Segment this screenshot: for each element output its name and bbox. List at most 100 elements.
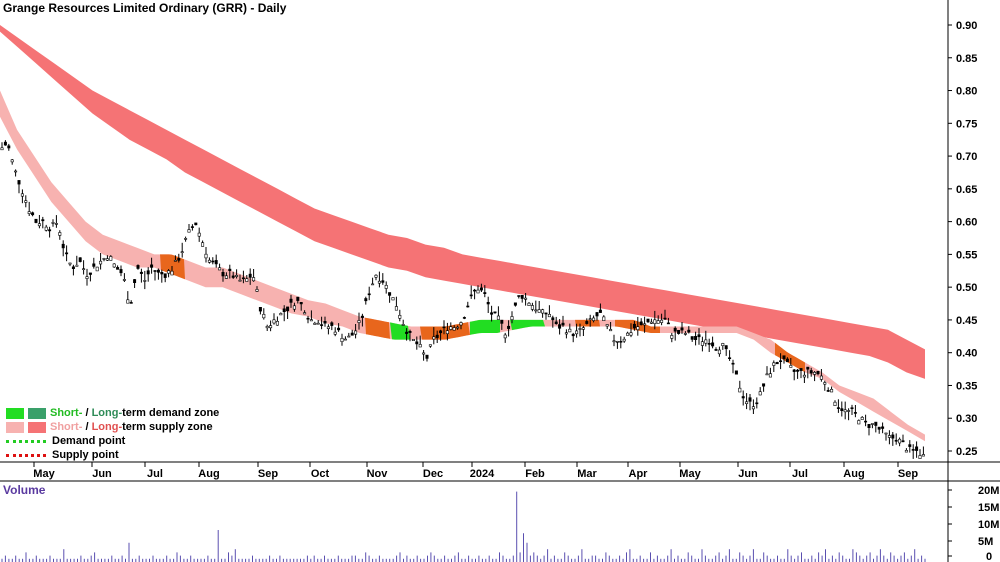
price-bar-body <box>554 321 558 324</box>
price-bar-152 <box>517 295 521 299</box>
price-axis: 0.90 0.85 0.80 0.75 0.70 0.65 0.60 0.55 0.50 0.45… <box>948 20 977 458</box>
price-tick-label: 0.40 <box>956 348 977 360</box>
price-bar-body <box>670 335 674 339</box>
price-bar-120 <box>408 329 412 342</box>
price-bar-body <box>792 369 796 372</box>
price-bar-body <box>316 322 320 325</box>
price-bar-body <box>690 336 694 340</box>
month-label: Aug <box>843 468 864 480</box>
time-axis: May Jun Jul Aug Sep Oct Nov Dec 2024 Feb Mar Apr May… <box>33 462 918 480</box>
price-bar-body <box>428 344 432 347</box>
price-bar-body <box>513 302 517 306</box>
price-bar-165 <box>561 315 565 327</box>
price-bar-body <box>381 280 385 283</box>
price-bar-19 <box>65 245 69 262</box>
price-bar-body <box>133 279 137 284</box>
price-bar-56 <box>190 224 194 231</box>
price-bar-157 <box>534 300 538 314</box>
price-bar-240 <box>816 370 820 376</box>
price-bar-body <box>177 258 181 261</box>
price-bar-123 <box>418 335 422 348</box>
price-bar-186 <box>632 320 636 331</box>
price-bar-body <box>602 316 606 321</box>
price-bar-body <box>309 319 313 322</box>
price-bar-25 <box>85 268 89 286</box>
price-bar-61 <box>207 257 211 264</box>
price-bar-49 <box>167 269 171 278</box>
price-bar-175 <box>595 312 599 321</box>
price-bar-29 <box>99 253 103 270</box>
price-bar-146 <box>496 306 500 320</box>
legend-demand-long: Long- <box>91 407 123 419</box>
price-bar-body <box>772 362 776 366</box>
price-bar-body <box>724 345 728 350</box>
price-bar-body <box>745 401 749 404</box>
price-bar-body <box>333 331 337 335</box>
price-bar-body <box>398 314 402 319</box>
price-bar-11 <box>37 215 41 229</box>
price-bar-250 <box>850 404 854 415</box>
price-bar-body <box>704 339 708 344</box>
demand-point-swatch <box>6 439 46 443</box>
price-tick-label: 0.45 <box>956 315 977 327</box>
legend-supply-point: Supply point <box>6 448 219 462</box>
price-bar-47 <box>160 269 164 283</box>
price-bar-body <box>874 421 878 426</box>
price-bar-body <box>34 218 38 223</box>
price-bar-225 <box>765 366 769 376</box>
price-bar-191 <box>649 318 653 324</box>
price-bar-103 <box>350 329 354 336</box>
price-bar-212 <box>721 342 725 350</box>
price-bar-213 <box>724 345 728 356</box>
month-label: Feb <box>525 468 545 480</box>
price-bar-body <box>551 317 555 321</box>
price-bar-141 <box>479 283 483 292</box>
price-bar-body <box>377 280 381 284</box>
price-bar-171 <box>581 325 585 336</box>
price-bar-body <box>500 319 504 324</box>
price-bar-228 <box>775 361 779 365</box>
price-bar-158 <box>537 301 541 313</box>
legend-supply-sep: / <box>82 421 92 433</box>
legend-demand-zone: Short- / Long-term demand zone <box>6 406 219 420</box>
volume-tick-label: 5M <box>978 536 993 548</box>
price-bar-223 <box>758 387 762 396</box>
price-bar-body <box>218 267 222 271</box>
price-bar-body <box>762 383 766 387</box>
price-bar-body <box>891 434 895 439</box>
legend-supply-rest: term supply zone <box>122 421 213 433</box>
price-bar-254 <box>864 414 868 427</box>
price-bar-169 <box>575 323 579 338</box>
price-bar-body <box>503 334 507 339</box>
month-label: Apr <box>629 468 649 480</box>
price-bar-body <box>279 313 283 316</box>
price-bar-67 <box>228 264 232 279</box>
price-bar-body <box>466 305 470 308</box>
chart-title: Grange Resources Limited Ordinary (GRR) … <box>3 1 287 15</box>
price-bar-body <box>459 322 463 326</box>
price-bar-body <box>493 311 497 314</box>
price-bar-34 <box>116 265 120 270</box>
price-bar-body <box>275 320 279 326</box>
price-bar-216 <box>734 370 738 375</box>
price-bar-body <box>20 193 24 197</box>
price-bar-59 <box>201 240 205 247</box>
volume-tick-label: 10M <box>978 519 999 531</box>
price-bar-body <box>99 260 103 265</box>
price-bar-244 <box>830 386 834 393</box>
zone-highlight-8 <box>775 342 805 373</box>
price-bar-body <box>629 332 633 336</box>
price-bar-194 <box>660 313 664 326</box>
price-bar-body <box>411 338 415 341</box>
price-bar-209 <box>711 336 715 349</box>
price-tick-label: 0.70 <box>956 151 977 163</box>
price-bar-body <box>129 302 133 304</box>
price-bar-173 <box>588 314 592 327</box>
price-bar-body <box>248 273 252 278</box>
price-bar-body <box>660 319 664 323</box>
price-bar-134 <box>456 325 460 330</box>
price-bar-body <box>609 329 613 332</box>
price-bar-body <box>85 276 89 279</box>
price-bar-body <box>228 268 232 272</box>
price-bar-135 <box>459 321 463 330</box>
